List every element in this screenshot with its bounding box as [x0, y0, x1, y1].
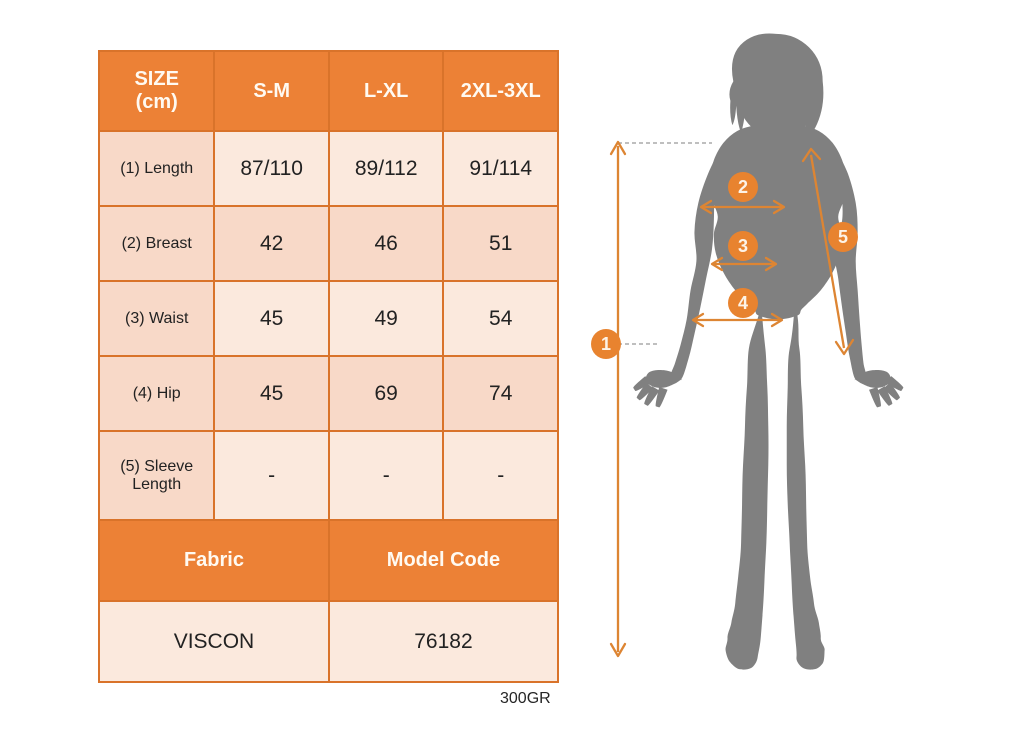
svg-text:1: 1	[601, 334, 611, 354]
